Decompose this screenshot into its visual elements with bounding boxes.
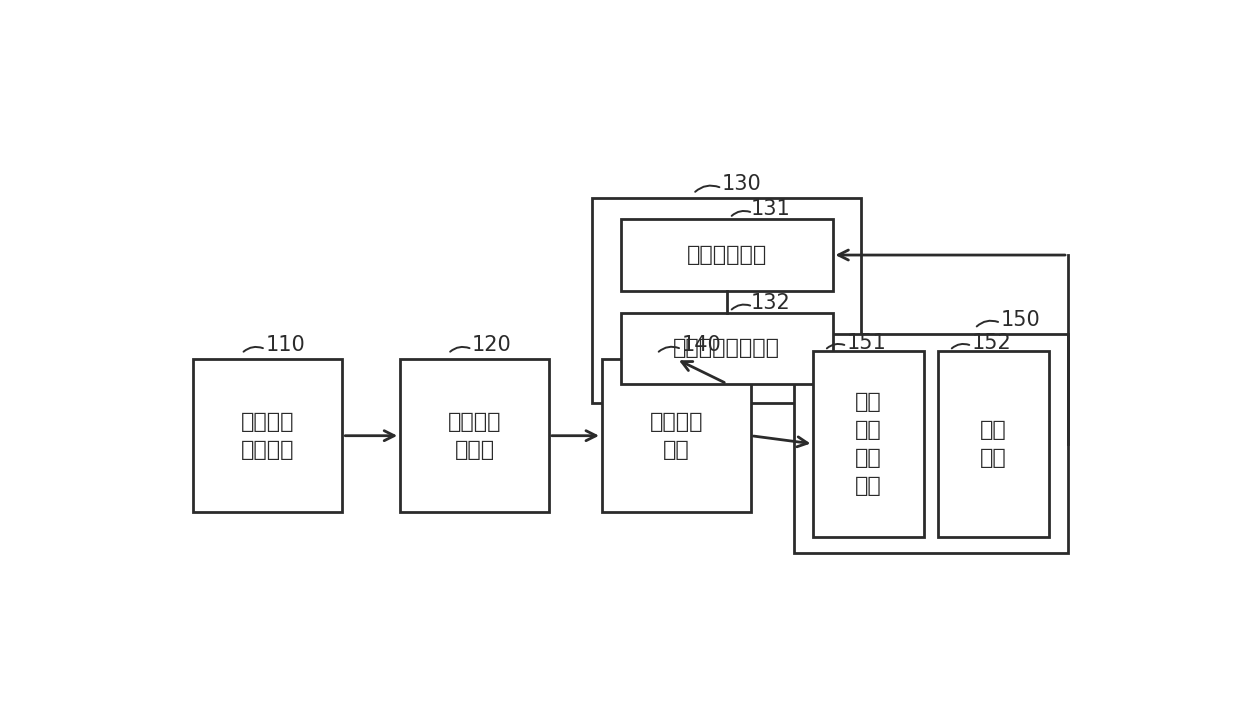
Bar	[621, 313, 832, 384]
Text: 140: 140	[682, 336, 722, 356]
Text: 132: 132	[751, 293, 791, 313]
Text: 110: 110	[265, 336, 305, 356]
Text: 130: 130	[722, 174, 761, 194]
Text: 131: 131	[751, 199, 791, 219]
Bar	[593, 198, 862, 403]
Bar	[813, 351, 924, 537]
Bar	[601, 359, 750, 513]
Bar	[401, 359, 549, 513]
Text: 电压比较
模块: 电压比较 模块	[650, 412, 703, 460]
Text: 比较
结果
采集
单元: 比较 结果 采集 单元	[856, 392, 882, 496]
Text: 152: 152	[972, 333, 1012, 353]
Text: 电平调整单元: 电平调整单元	[687, 245, 766, 265]
Bar	[621, 220, 832, 291]
Bar	[794, 334, 1068, 553]
Bar	[939, 351, 1049, 537]
Text: 基准电压输出单元: 基准电压输出单元	[673, 338, 780, 358]
Text: 151: 151	[847, 333, 887, 353]
Text: 120: 120	[472, 336, 512, 356]
Text: 150: 150	[1001, 309, 1040, 330]
Text: 主控
单元: 主控 单元	[980, 420, 1007, 468]
Text: 信号预处
理模块: 信号预处 理模块	[448, 412, 501, 460]
Text: 检测信号
输入模块: 检测信号 输入模块	[241, 412, 295, 460]
Bar	[193, 359, 342, 513]
